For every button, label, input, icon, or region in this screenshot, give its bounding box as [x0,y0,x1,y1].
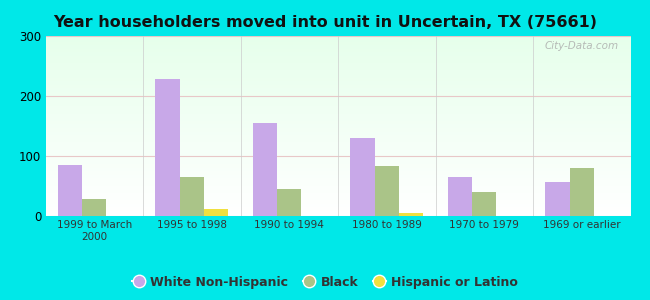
Bar [448,177,472,216]
Bar [46,112,630,115]
Text: Year householders moved into unit in Uncertain, TX (75661): Year householders moved into unit in Unc… [53,15,597,30]
Bar [46,43,630,47]
Bar [545,182,569,216]
Bar [46,76,630,79]
Bar [46,176,630,180]
Text: City-Data.com: City-Data.com [545,41,619,51]
Bar [46,122,630,126]
Bar [374,166,399,216]
Bar [569,168,594,216]
Bar [46,144,630,148]
Bar [46,97,630,101]
Bar [46,205,630,209]
Bar [46,119,630,122]
Bar [46,104,630,108]
Bar [46,36,630,40]
Bar [204,209,228,216]
Bar [155,79,179,216]
Bar [46,209,630,212]
Bar [46,115,630,119]
Bar [46,202,630,205]
Bar [46,137,630,140]
Bar [46,65,630,68]
Bar [46,184,630,187]
Bar [46,187,630,191]
Bar [472,192,497,216]
Bar [46,72,630,76]
Bar [46,148,630,151]
Bar [46,47,630,50]
Bar [46,191,630,194]
Bar [46,198,630,202]
Legend: White Non-Hispanic, Black, Hispanic or Latino: White Non-Hispanic, Black, Hispanic or L… [127,271,523,294]
Bar [46,151,630,155]
Bar [277,189,302,216]
Bar [46,50,630,54]
Bar [46,90,630,94]
Bar [46,68,630,72]
Bar [46,79,630,83]
Bar [46,54,630,58]
Bar [350,138,374,216]
Bar [399,213,423,216]
Bar [46,140,630,144]
Bar [46,169,630,173]
Bar [46,158,630,162]
Bar [46,40,630,43]
Bar [46,101,630,104]
Bar [46,130,630,133]
Bar [46,86,630,90]
Bar [46,94,630,97]
Bar [179,177,204,216]
Bar [46,194,630,198]
Bar [46,173,630,176]
Bar [46,108,630,112]
Bar [46,61,630,65]
Bar [46,180,630,184]
Bar [46,162,630,166]
Bar [46,212,630,216]
Bar [82,199,107,216]
Bar [46,166,630,169]
Bar [46,133,630,137]
Bar [46,58,630,61]
Bar [46,126,630,130]
Bar [46,155,630,158]
Bar [46,83,630,86]
Bar [58,165,82,216]
Bar [253,123,277,216]
